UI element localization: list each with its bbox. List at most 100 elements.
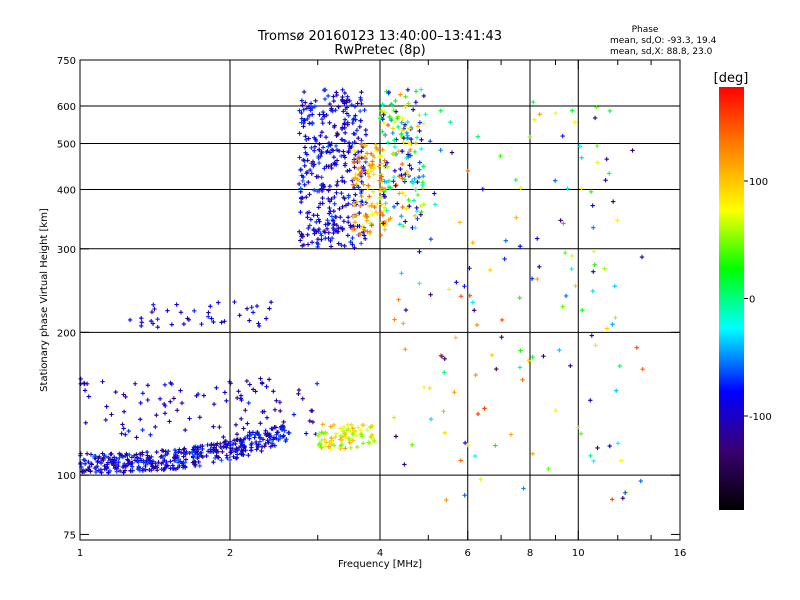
- data-point: [452, 390, 457, 395]
- data-point: [322, 444, 328, 449]
- data-point: [358, 203, 363, 208]
- data-point: [569, 253, 575, 259]
- data-point: [372, 438, 377, 444]
- data-point: [182, 427, 188, 433]
- data-point: [363, 132, 369, 137]
- data-point: [379, 174, 384, 179]
- data-point: [317, 201, 323, 206]
- data-point: [98, 461, 104, 466]
- data-point: [304, 195, 309, 200]
- data-point: [363, 157, 368, 162]
- data-point: [297, 108, 302, 113]
- data-point: [247, 382, 252, 387]
- data-point: [143, 467, 148, 473]
- data-point: [345, 426, 351, 432]
- data-point: [407, 203, 412, 209]
- data-point: [332, 194, 337, 200]
- data-point: [323, 134, 329, 140]
- data-point: [592, 262, 597, 268]
- data-point: [358, 95, 363, 100]
- data-point: [391, 174, 397, 180]
- chart-title: Tromsø 20160123 13:40:00–13:41:43: [257, 29, 502, 44]
- data-point: [640, 366, 645, 372]
- data-point: [245, 433, 250, 439]
- data-point: [260, 437, 266, 442]
- data-point: [326, 196, 331, 202]
- data-point: [373, 142, 378, 147]
- data-point: [178, 310, 184, 315]
- data-point: [502, 256, 507, 262]
- data-point: [467, 293, 472, 298]
- data-point: [346, 193, 351, 198]
- data-point: [359, 101, 364, 107]
- data-point: [350, 141, 355, 146]
- data-point: [93, 465, 99, 470]
- data-point: [413, 225, 418, 231]
- data-point: [417, 167, 422, 172]
- data-point: [121, 426, 126, 431]
- data-point: [570, 108, 575, 113]
- data-point: [417, 120, 423, 125]
- data-point: [278, 408, 283, 414]
- data-point: [89, 462, 95, 467]
- data-point: [101, 455, 106, 461]
- data-point: [399, 271, 404, 276]
- data-point: [211, 460, 216, 465]
- x-tick-label: 6: [465, 548, 471, 559]
- data-point: [117, 455, 122, 460]
- data-point: [240, 448, 246, 454]
- data-point: [304, 169, 310, 175]
- data-point: [328, 442, 334, 447]
- data-point: [340, 428, 346, 434]
- data-point: [575, 425, 580, 430]
- data-point: [339, 243, 344, 248]
- data-point: [322, 437, 327, 442]
- data-point: [381, 120, 387, 125]
- data-point: [384, 179, 389, 185]
- data-point: [462, 440, 468, 446]
- data-point: [382, 205, 387, 210]
- data-point: [312, 104, 318, 109]
- data-point: [351, 117, 356, 123]
- data-point: [307, 223, 312, 228]
- data-point: [134, 435, 139, 440]
- data-point: [301, 118, 307, 124]
- data-point: [353, 172, 359, 177]
- data-point: [381, 208, 386, 214]
- data-point: [588, 453, 593, 458]
- data-point: [415, 124, 421, 129]
- data-point: [352, 165, 357, 170]
- data-point: [336, 148, 342, 154]
- x-tick-label: 10: [572, 548, 585, 559]
- data-point: [351, 201, 357, 207]
- data-point: [351, 185, 357, 191]
- data-point: [415, 216, 420, 221]
- data-point: [382, 158, 387, 163]
- data-point: [392, 151, 397, 157]
- data-point: [392, 144, 398, 150]
- data-point: [163, 462, 169, 468]
- data-point: [342, 122, 347, 127]
- data-point: [109, 412, 114, 417]
- data-point: [427, 385, 432, 391]
- data-point: [380, 102, 385, 107]
- data-point: [243, 408, 248, 413]
- data-point: [236, 389, 241, 394]
- data-point: [449, 150, 455, 155]
- data-point: [438, 353, 444, 358]
- data-point: [398, 132, 404, 137]
- data-point: [263, 316, 269, 321]
- data-point: [179, 400, 185, 406]
- data-point: [405, 135, 411, 141]
- data-point: [340, 204, 345, 210]
- data-point: [197, 415, 203, 420]
- data-point: [277, 436, 283, 441]
- data-point: [216, 300, 221, 305]
- data-point: [306, 136, 311, 141]
- data-point: [211, 319, 216, 325]
- data-point: [356, 185, 361, 190]
- data-point: [306, 113, 312, 119]
- data-point: [494, 366, 499, 372]
- data-point: [590, 203, 595, 208]
- data-point: [391, 415, 397, 420]
